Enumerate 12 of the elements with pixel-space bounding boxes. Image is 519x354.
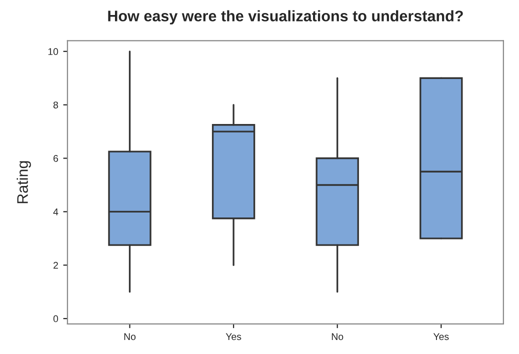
x-tick-label: Yes — [226, 333, 242, 340]
x-tick-label: No — [124, 333, 136, 340]
x-tick-label: Yes — [433, 333, 449, 340]
y-tick-label: 0 — [53, 315, 58, 322]
y-tick-label: 8 — [53, 102, 58, 108]
y-tick-label: 4 — [53, 208, 58, 216]
y-axis-title: Rating — [16, 161, 31, 204]
y-tick-label: 2 — [54, 262, 58, 269]
y-tick-label: 10 — [48, 48, 58, 56]
y-tick-label: 6 — [54, 155, 58, 162]
x-tick-label: No — [332, 333, 344, 340]
chart-title: How easy were the visualizations to understand? — [108, 10, 463, 24]
